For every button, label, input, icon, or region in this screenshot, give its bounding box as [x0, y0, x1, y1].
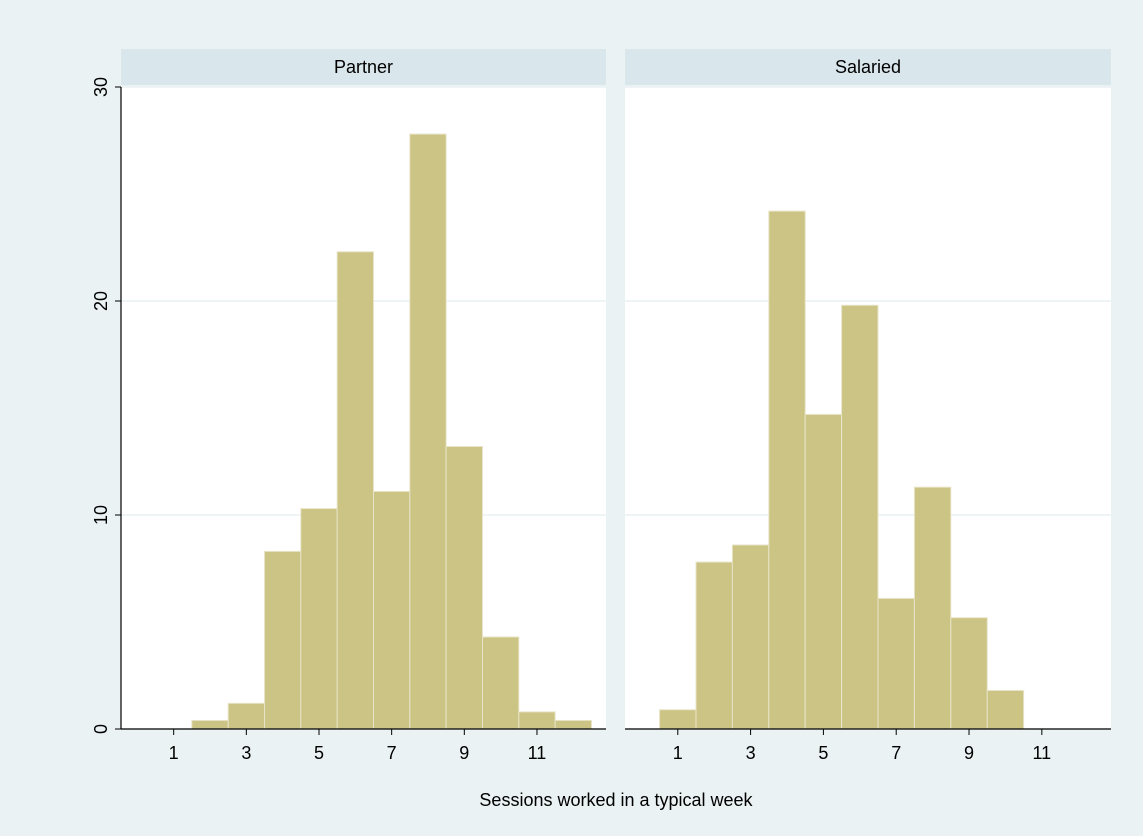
bar: [950, 617, 988, 730]
bar: [913, 486, 952, 730]
bar: [481, 636, 520, 730]
x-axis-title: Sessions worked in a typical week: [479, 790, 753, 810]
x-tick-label: 9: [459, 743, 469, 763]
bar: [768, 210, 806, 730]
bar: [554, 719, 592, 730]
panel-title: Salaried: [835, 57, 901, 77]
x-tick-label: 9: [964, 743, 974, 763]
strip: [625, 49, 1111, 85]
x-tick-label: 5: [314, 743, 324, 763]
x-tick-label: 7: [891, 743, 901, 763]
y-tick-label: 20: [91, 291, 111, 311]
bar: [877, 597, 915, 730]
bar: [445, 446, 483, 730]
strip: [121, 49, 606, 85]
bar: [518, 711, 556, 730]
y-tick-label: 10: [91, 505, 111, 525]
bar: [986, 689, 1025, 730]
bar: [731, 544, 770, 730]
bar: [336, 251, 374, 730]
bar: [695, 561, 733, 730]
bar: [409, 133, 447, 730]
bar: [227, 702, 266, 730]
x-tick-label: 11: [1032, 743, 1051, 763]
bar: [191, 719, 229, 730]
x-tick-label: 7: [387, 743, 397, 763]
x-tick-label: 3: [746, 743, 756, 763]
bar: [264, 550, 302, 730]
x-tick-label: 1: [673, 743, 683, 763]
x-tick-label: 3: [241, 743, 251, 763]
bar: [659, 709, 697, 730]
panel-title: Partner: [334, 57, 393, 77]
bar: [300, 508, 338, 730]
bar: [841, 304, 879, 730]
x-tick-label: 5: [818, 743, 828, 763]
x-tick-label: 1: [169, 743, 179, 763]
bar: [372, 490, 411, 730]
bar: [804, 413, 843, 730]
y-tick-label: 0: [91, 724, 111, 734]
x-tick-label: 11: [528, 743, 547, 763]
y-tick-label: 30: [91, 77, 111, 97]
